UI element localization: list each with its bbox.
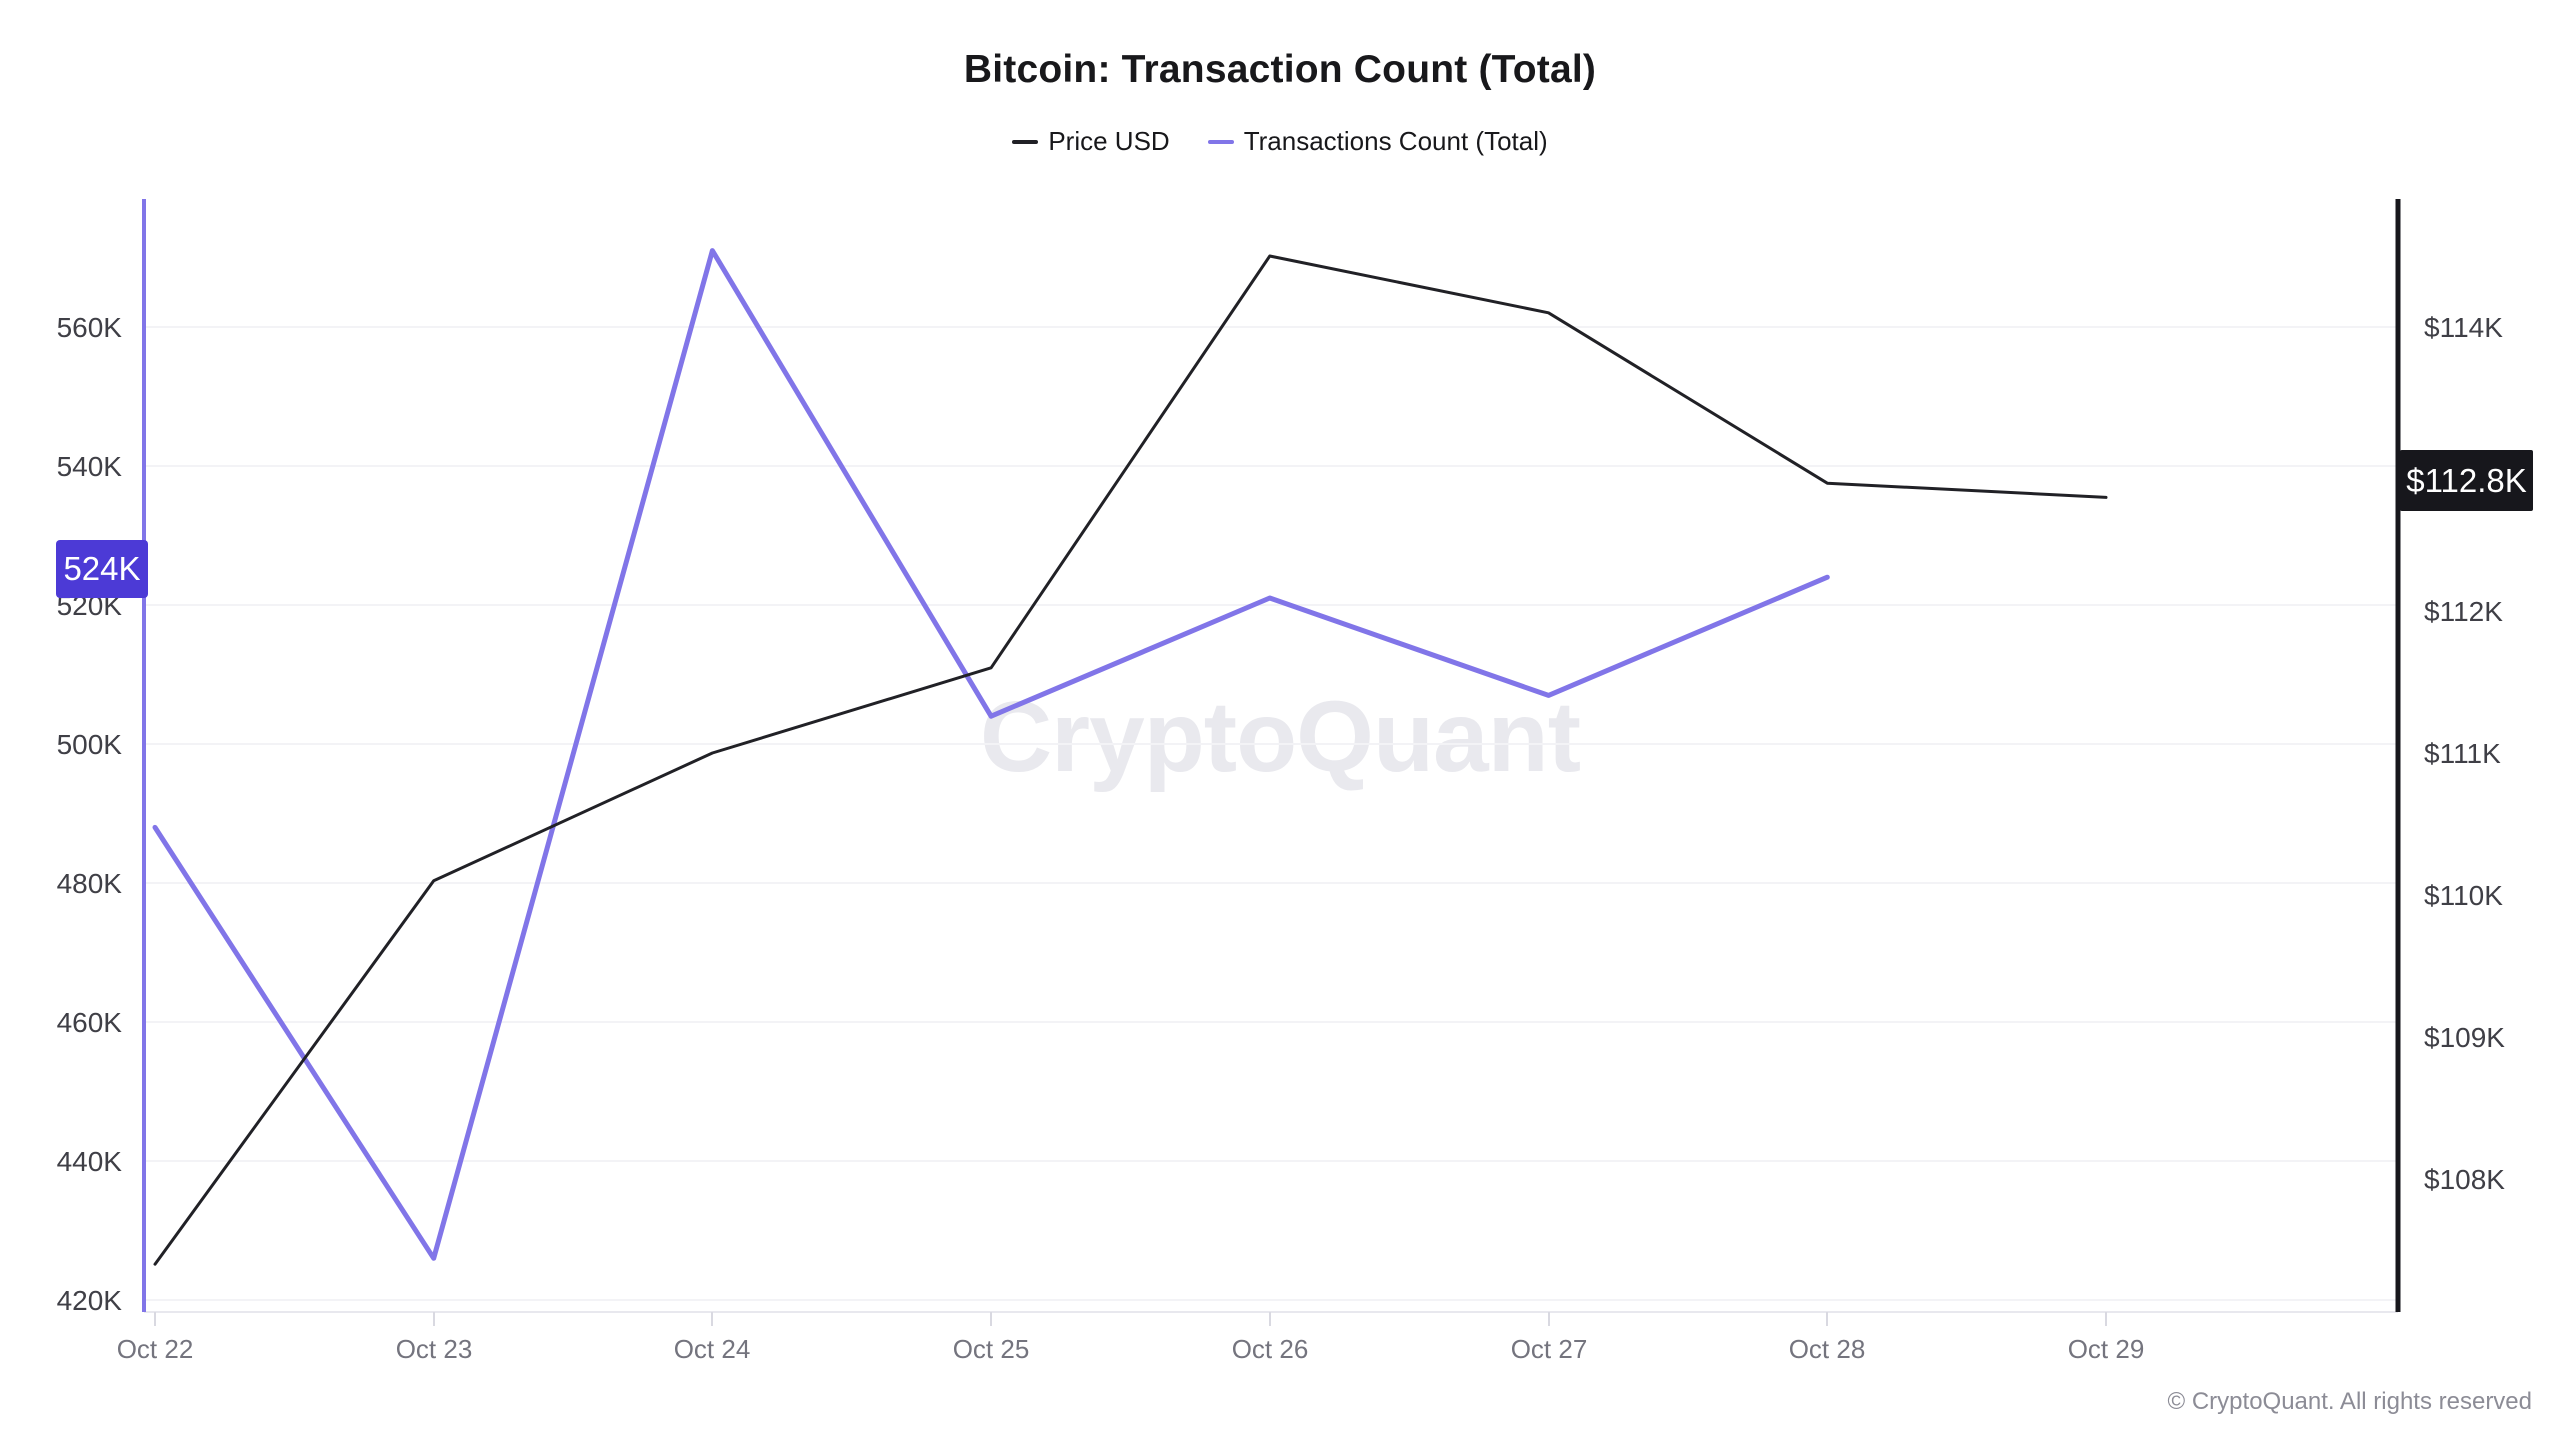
x-tick-label: Oct 25 bbox=[952, 1334, 1030, 1364]
x-tick-label: Oct 28 bbox=[1788, 1334, 1866, 1364]
legend-label-transactions: Transactions Count (Total) bbox=[1243, 126, 1548, 156]
legend: Price USD Transactions Count (Total) bbox=[0, 126, 2560, 157]
y-tick-label: 560K bbox=[56, 312, 122, 343]
gridlines bbox=[144, 326, 2396, 1301]
copyright: © CryptoQuant. All rights reserved bbox=[2167, 1388, 2533, 1415]
y-tick-label: 420K bbox=[56, 1285, 122, 1316]
price-line bbox=[153, 254, 2108, 1266]
y-tick-label: $114K bbox=[2424, 312, 2503, 343]
transactions-line bbox=[152, 248, 1830, 1261]
y-tick-label: $110K bbox=[2424, 880, 2503, 911]
legend-item-price[interactable]: Price USD bbox=[1012, 126, 1170, 157]
left-axis-badge: 524K bbox=[56, 540, 148, 598]
x-axis-ticks bbox=[154, 1312, 2107, 1326]
x-tick-label: Oct 27 bbox=[1510, 1334, 1588, 1364]
y-tick-label: 540K bbox=[56, 451, 122, 482]
x-tick-label: Oct 26 bbox=[1231, 1334, 1309, 1364]
right-axis-badge: $112.8K bbox=[2400, 450, 2533, 511]
y-tick-label: 440K bbox=[56, 1146, 122, 1177]
watermark: CryptoQuant bbox=[979, 681, 1581, 793]
y-tick-label: 460K bbox=[56, 1007, 122, 1038]
legend-swatch-transactions-icon bbox=[1207, 139, 1234, 144]
y-tick-label: $112K bbox=[2424, 596, 2503, 627]
y-tick-label: $111K bbox=[2424, 738, 2501, 769]
legend-swatch-price-icon bbox=[1012, 139, 1039, 144]
x-tick-label: Oct 24 bbox=[673, 1334, 751, 1364]
y-tick-label: $109K bbox=[2424, 1022, 2505, 1053]
legend-label-price: Price USD bbox=[1048, 126, 1170, 156]
page-title: Bitcoin: Transaction Count (Total) bbox=[963, 48, 1597, 91]
x-tick-label: Oct 29 bbox=[2067, 1334, 2145, 1364]
y-tick-label: 480K bbox=[56, 868, 122, 899]
y-tick-label: 500K bbox=[56, 729, 122, 760]
x-tick-label: Oct 22 bbox=[116, 1334, 194, 1364]
x-tick-label: Oct 23 bbox=[395, 1334, 473, 1364]
legend-item-transactions[interactable]: Transactions Count (Total) bbox=[1207, 126, 1548, 157]
y-tick-label: $108K bbox=[2424, 1164, 2505, 1195]
